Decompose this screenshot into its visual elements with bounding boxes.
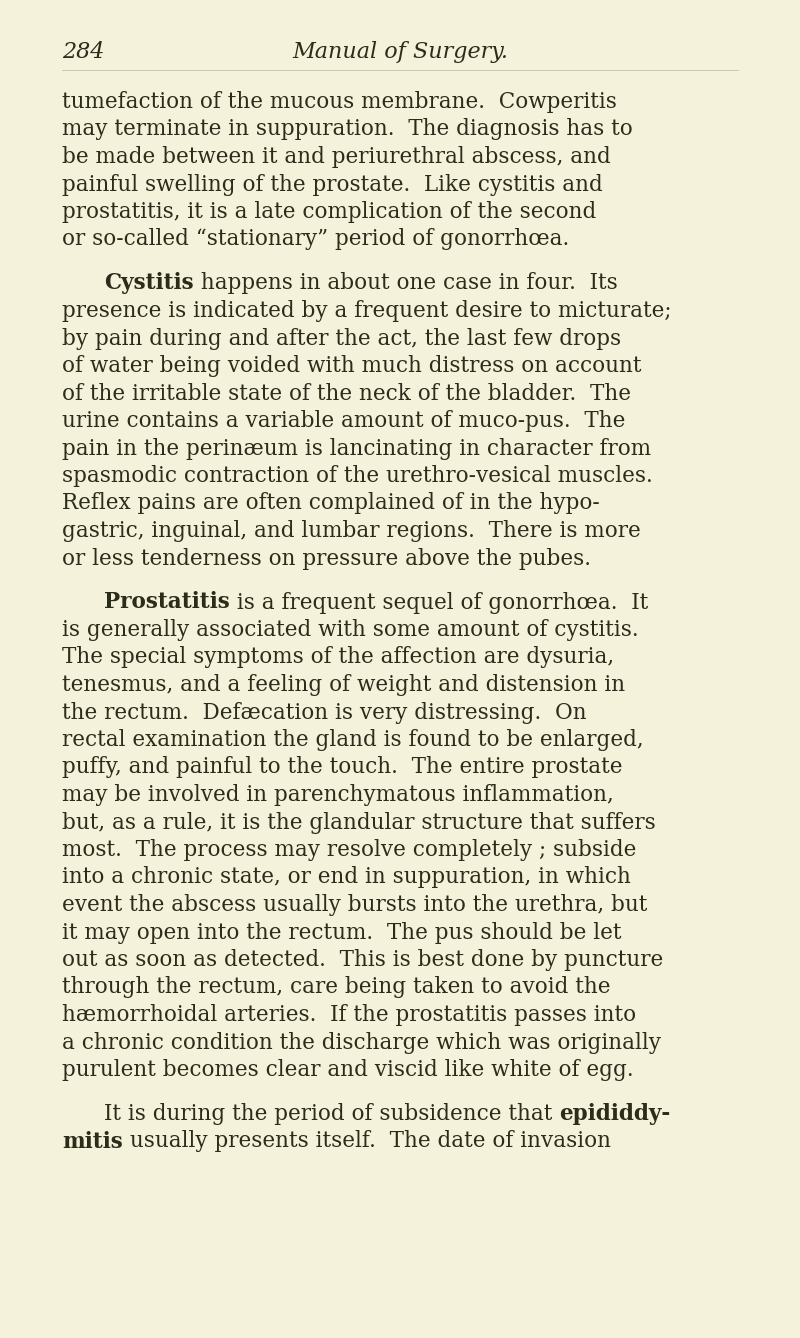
Text: is a frequent sequel of gonorrhœa.  It: is a frequent sequel of gonorrhœa. It <box>230 591 648 614</box>
Text: is generally associated with some amount of cystitis.: is generally associated with some amount… <box>62 619 638 641</box>
Text: Manual of Surgery.: Manual of Surgery. <box>292 41 508 63</box>
Text: Cystitis: Cystitis <box>104 273 194 294</box>
Text: a chronic condition the discharge which was originally: a chronic condition the discharge which … <box>62 1032 661 1053</box>
Text: It is during the period of subsidence that: It is during the period of subsidence th… <box>104 1103 559 1125</box>
Text: event the abscess usually bursts into the urethra, but: event the abscess usually bursts into th… <box>62 894 647 917</box>
Text: into a chronic state, or end in suppuration, in which: into a chronic state, or end in suppurat… <box>62 867 631 888</box>
Text: Prostatitis: Prostatitis <box>104 591 230 614</box>
Text: or so-called “stationary” period of gonorrhœa.: or so-called “stationary” period of gono… <box>62 229 570 250</box>
Text: gastric, inguinal, and lumbar regions.  There is more: gastric, inguinal, and lumbar regions. T… <box>62 520 641 542</box>
Text: by pain during and after the act, the last few drops: by pain during and after the act, the la… <box>62 328 621 349</box>
Text: of the irritable state of the neck of the bladder.  The: of the irritable state of the neck of th… <box>62 383 631 404</box>
Text: out as soon as detected.  This is best done by puncture: out as soon as detected. This is best do… <box>62 949 663 971</box>
Text: hæmorrhoidal arteries.  If the prostatitis passes into: hæmorrhoidal arteries. If the prostatiti… <box>62 1004 636 1026</box>
Text: may terminate in suppuration.  The diagnosis has to: may terminate in suppuration. The diagno… <box>62 119 633 140</box>
Text: tumefaction of the mucous membrane.  Cowperitis: tumefaction of the mucous membrane. Cowp… <box>62 91 617 112</box>
Text: of water being voided with much distress on account: of water being voided with much distress… <box>62 355 642 377</box>
Text: through the rectum, care being taken to avoid the: through the rectum, care being taken to … <box>62 977 610 998</box>
Text: purulent becomes clear and viscid like white of egg.: purulent becomes clear and viscid like w… <box>62 1058 634 1081</box>
Text: Reflex pains are often complained of in the hypo-: Reflex pains are often complained of in … <box>62 492 600 515</box>
Text: tenesmus, and a feeling of weight and distension in: tenesmus, and a feeling of weight and di… <box>62 674 625 696</box>
Text: or less tenderness on pressure above the pubes.: or less tenderness on pressure above the… <box>62 547 591 570</box>
Text: epididdy-: epididdy- <box>559 1103 670 1125</box>
Text: the rectum.  Defæcation is very distressing.  On: the rectum. Defæcation is very distressi… <box>62 701 586 724</box>
Text: happens in about one case in four.  Its: happens in about one case in four. Its <box>194 273 618 294</box>
Text: most.  The process may resolve completely ; subside: most. The process may resolve completely… <box>62 839 636 860</box>
Text: The special symptoms of the affection are dysuria,: The special symptoms of the affection ar… <box>62 646 614 669</box>
Text: painful swelling of the prostate.  Like cystitis and: painful swelling of the prostate. Like c… <box>62 174 602 195</box>
Text: presence is indicated by a frequent desire to micturate;: presence is indicated by a frequent desi… <box>62 300 671 322</box>
Text: 284: 284 <box>62 41 104 63</box>
Text: spasmodic contraction of the urethro-vesical muscles.: spasmodic contraction of the urethro-ves… <box>62 466 653 487</box>
Text: urine contains a variable amount of muco-pus.  The: urine contains a variable amount of muco… <box>62 409 626 432</box>
Text: mitis: mitis <box>62 1131 122 1152</box>
Text: it may open into the rectum.  The pus should be let: it may open into the rectum. The pus sho… <box>62 922 622 943</box>
Text: but, as a rule, it is the glandular structure that suffers: but, as a rule, it is the glandular stru… <box>62 812 656 834</box>
Text: rectal examination the gland is found to be enlarged,: rectal examination the gland is found to… <box>62 729 644 751</box>
Text: be made between it and periurethral abscess, and: be made between it and periurethral absc… <box>62 146 610 169</box>
Text: puffy, and painful to the touch.  The entire prostate: puffy, and painful to the touch. The ent… <box>62 756 622 779</box>
Text: usually presents itself.  The date of invasion: usually presents itself. The date of inv… <box>122 1131 610 1152</box>
Text: may be involved in parenchymatous inflammation,: may be involved in parenchymatous inflam… <box>62 784 614 805</box>
Text: pain in the perinæum is lancinating in character from: pain in the perinæum is lancinating in c… <box>62 438 651 459</box>
Text: prostatitis, it is a late complication of the second: prostatitis, it is a late complication o… <box>62 201 596 223</box>
